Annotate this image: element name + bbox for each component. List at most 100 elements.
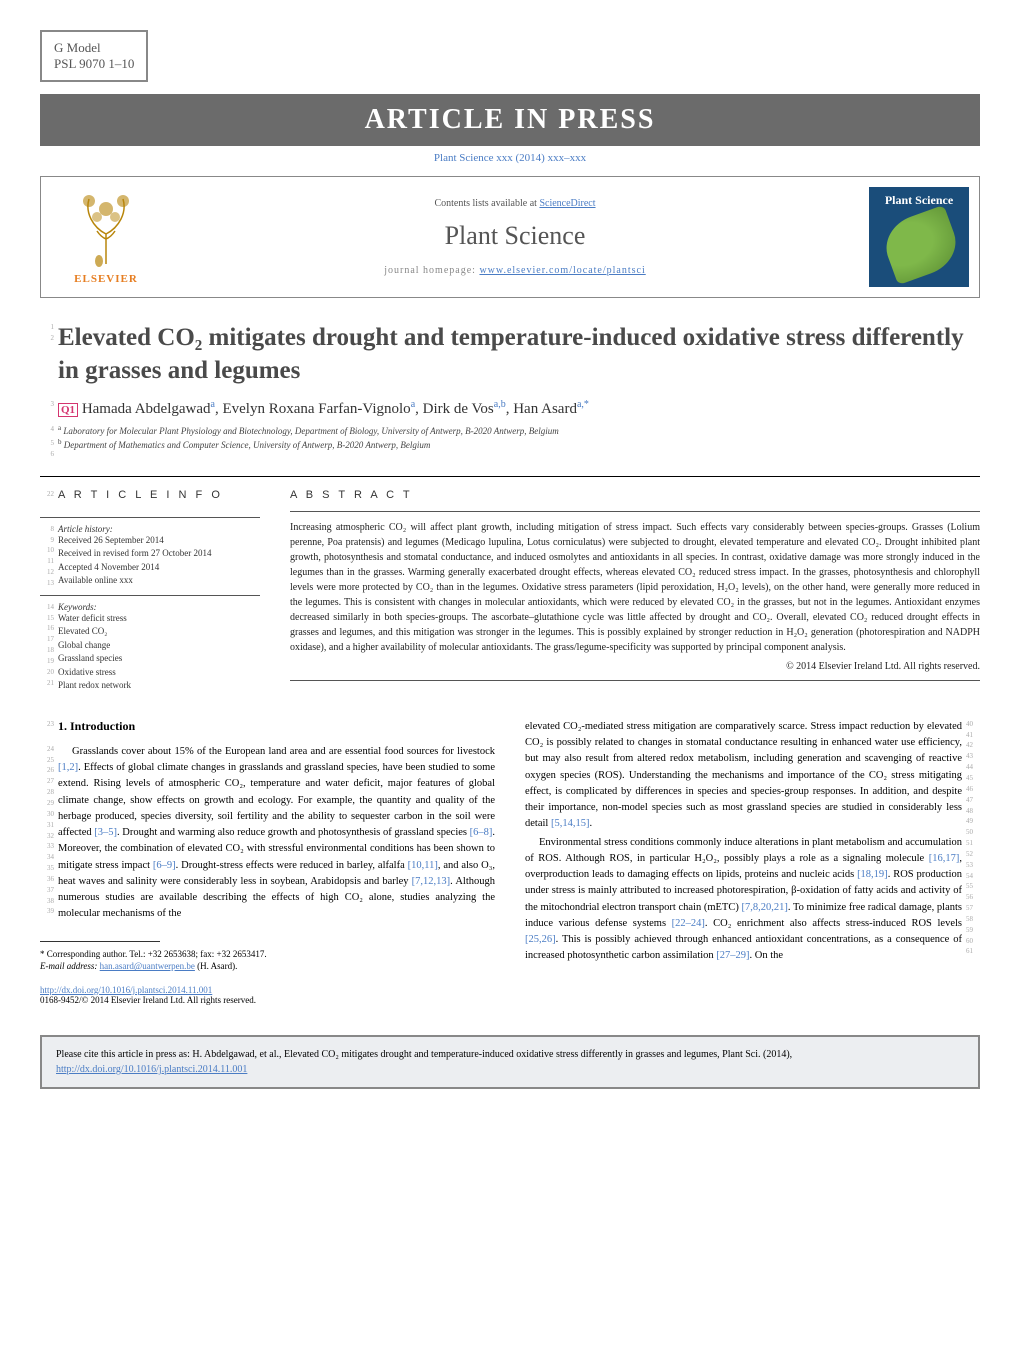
contents-lists-line: Contents lists available at ScienceDirec… (161, 198, 869, 209)
author-4-affil: a,* (577, 399, 589, 410)
author-3-affil: a,b (494, 399, 506, 410)
received-date: Received 26 September 2014 (58, 534, 260, 548)
article-in-press-banner: ARTICLE IN PRESS (40, 94, 980, 146)
citation-box: Please cite this article in press as: H.… (40, 1035, 980, 1089)
line-number: 6 (51, 450, 55, 458)
keyword: Plant redox network (58, 679, 260, 693)
title-block: 12 Elevated CO₂ mitigates drought and te… (40, 322, 980, 387)
journal-center-block: Contents lists available at ScienceDirec… (161, 198, 869, 276)
line-number: 22 (47, 490, 54, 498)
line-number-gutter: 24252627282930313233343536373839 (40, 744, 58, 925)
homepage-pre: journal homepage: (384, 265, 479, 276)
cover-journal-name: Plant Science (871, 193, 967, 208)
email-link[interactable]: han.asard@uantwerpen.be (100, 961, 195, 971)
info-separator (40, 517, 260, 518)
section-heading-intro: 1. Introduction (58, 719, 495, 734)
affil-b-text: Department of Mathematics and Computer S… (64, 440, 431, 450)
line-number: 16 (47, 624, 54, 632)
line-number: 12 (47, 568, 54, 576)
model-header-box: G Model PSL 9070 1–10 (40, 30, 148, 82)
intro-paragraph-3: Environmental stress conditions commonly… (525, 835, 962, 965)
abstract-column: A B S T R A C T Increasing atmospheric C… (290, 489, 980, 693)
info-separator (40, 595, 260, 596)
info-abstract-row: 22 A R T I C L E I N F O 8 9 10 11 12 13 Arti… (40, 489, 980, 693)
abstract-separator (290, 511, 980, 512)
body-two-column: 23 1. Introduction 242526272829303132333… (40, 719, 980, 1005)
journal-name: Plant Science (161, 221, 869, 251)
leaf-icon (878, 205, 964, 285)
line-number: 18 (47, 646, 54, 654)
email-line: E-mail address: han.asard@uantwerpen.be … (40, 960, 495, 973)
author-list: Q1 Hamada Abdelgawada, Evelyn Roxana Far… (58, 399, 980, 418)
line-number: 14 (47, 603, 54, 611)
abstract-text: Increasing atmospheric CO₂ will affect p… (290, 520, 980, 655)
line-number: 4 (51, 425, 55, 433)
line-number: 20 (47, 668, 54, 676)
line-number: 8 (51, 525, 55, 533)
author-sep: , Han Asard (506, 401, 577, 417)
g-model-label: G Model (54, 40, 134, 56)
citation-subbanner: Plant Science xxx (2014) xxx–xxx (40, 152, 980, 164)
affiliation-b: b Department of Mathematics and Computer… (58, 438, 980, 458)
journal-homepage-line: journal homepage: www.elsevier.com/locat… (161, 265, 869, 276)
line-number: 15 (47, 614, 54, 622)
email-who: (H. Asard). (195, 961, 238, 971)
cite-doi-link[interactable]: http://dx.doi.org/10.1016/j.plantsci.201… (56, 1064, 247, 1075)
divider (40, 476, 980, 477)
line-number: 23 (47, 720, 54, 728)
line-number: 21 (47, 679, 54, 687)
tree-svg-icon (71, 189, 141, 269)
abstract-heading: A B S T R A C T (290, 489, 980, 501)
author-sep: , Dirk de Vos (415, 401, 494, 417)
accepted-date: Accepted 4 November 2014 (58, 561, 260, 575)
line-number: 10 (47, 546, 54, 554)
body-column-right: elevated CO₂-mediated stress mitigation … (525, 719, 980, 1005)
affil-a-text: Laboratory for Molecular Plant Physiolog… (63, 426, 558, 436)
keyword: Water deficit stress (58, 612, 260, 626)
elsevier-tree-icon (71, 189, 141, 269)
q1-badge: Q1 (58, 403, 78, 417)
issn-line: 0168-9452/© 2014 Elsevier Ireland Ltd. A… (40, 995, 495, 1005)
line-number-gutter-right: 4041424344454647484950515253545556575859… (962, 719, 980, 967)
line-number: 3 (51, 400, 55, 408)
keywords-label: Keywords: (58, 602, 260, 612)
keyword: Global change (58, 639, 260, 653)
elsevier-logo: ELSEVIER (51, 189, 161, 285)
affiliation-a: a Laboratory for Molecular Plant Physiol… (58, 424, 980, 436)
footnote-separator (40, 941, 160, 942)
line-number: 9 (51, 536, 55, 544)
body-column-left: 23 1. Introduction 242526272829303132333… (40, 719, 495, 1005)
intro-paragraph-2: elevated CO₂-mediated stress mitigation … (525, 719, 962, 833)
keyword: Grassland species (58, 652, 260, 666)
copyright-line: © 2014 Elsevier Ireland Ltd. All rights … (290, 661, 980, 672)
article-info-heading: A R T I C L E I N F O (58, 489, 260, 501)
journal-header-box: ELSEVIER Contents lists available at Sci… (40, 176, 980, 298)
corr-author-line: * Corresponding author. Tel.: +32 265363… (40, 948, 495, 961)
line-number: 17 (47, 635, 54, 643)
line-number: 13 (47, 579, 54, 587)
cite-text: Please cite this article in press as: H.… (56, 1049, 792, 1060)
corresponding-author-footnote: * Corresponding author. Tel.: +32 265363… (40, 948, 495, 973)
keyword: Oxidative stress (58, 666, 260, 680)
email-label: E-mail address: (40, 961, 100, 971)
sciencedirect-link[interactable]: ScienceDirect (539, 198, 595, 209)
article-title: Elevated CO₂ mitigates drought and tempe… (58, 322, 980, 387)
article-history-label: Article history: (58, 524, 260, 534)
revised-date: Received in revised form 27 October 2014 (58, 547, 260, 561)
line-number: 5 (51, 439, 55, 447)
keyword: Elevated CO₂ (58, 625, 260, 639)
journal-homepage-link[interactable]: www.elsevier.com/locate/plantsci (479, 265, 645, 276)
elsevier-text: ELSEVIER (51, 273, 161, 285)
journal-cover-thumbnail: Plant Science (869, 187, 969, 287)
psl-label: PSL 9070 1–10 (54, 56, 134, 72)
doi-block: http://dx.doi.org/10.1016/j.plantsci.201… (40, 985, 495, 1005)
body-paragraph: Grasslands cover about 15% of the Europe… (58, 744, 495, 925)
line-number: 11 (47, 557, 54, 565)
article-info-column: 22 A R T I C L E I N F O 8 9 10 11 12 13 Arti… (40, 489, 260, 693)
author-1: Hamada Abdelgawad (82, 401, 211, 417)
author-sep: , Evelyn Roxana Farfan-Vignolo (215, 401, 411, 417)
line-number: 1 (51, 323, 55, 331)
contents-pre: Contents lists available at (434, 198, 539, 209)
intro-paragraph-1: Grasslands cover about 15% of the Europe… (58, 744, 495, 923)
doi-link[interactable]: http://dx.doi.org/10.1016/j.plantsci.201… (40, 985, 212, 995)
